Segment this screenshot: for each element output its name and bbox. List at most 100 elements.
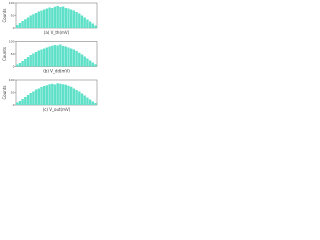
- bar: [40, 49, 43, 67]
- y-axis-label: Counts: [2, 47, 7, 61]
- bar: [91, 101, 94, 105]
- bar: [29, 93, 32, 105]
- bar: [26, 57, 30, 67]
- bar: [40, 10, 43, 28]
- bar: [75, 90, 78, 105]
- bar: [88, 60, 92, 67]
- bar: [75, 51, 78, 67]
- bar: [43, 86, 46, 105]
- bar: [16, 25, 19, 28]
- bar: [53, 45, 57, 67]
- y-tick-label: 50: [11, 91, 15, 95]
- bar: [56, 6, 59, 28]
- bar: [94, 64, 97, 67]
- y-axis-label: Counts: [2, 9, 7, 23]
- bar: [83, 56, 86, 67]
- bar: [61, 46, 65, 67]
- bar: [72, 88, 76, 105]
- bar: [78, 91, 81, 105]
- bar: [53, 84, 57, 105]
- bar: [29, 55, 32, 67]
- bar: [48, 84, 51, 105]
- bar: [32, 14, 35, 28]
- bar: [94, 25, 97, 28]
- bar: [45, 85, 49, 105]
- bar: [64, 84, 67, 105]
- x-axis-label: (c) V_out(mV): [43, 107, 71, 112]
- bar: [21, 61, 24, 67]
- bar: [64, 8, 67, 28]
- bar: [70, 48, 73, 67]
- bar: [64, 46, 67, 67]
- bar: [24, 59, 27, 67]
- bar: [24, 19, 27, 28]
- bar: [26, 17, 30, 28]
- x-axis-label: (b) V_dd(mV): [43, 69, 70, 74]
- bar: [86, 97, 89, 105]
- y-tick-label: 100: [9, 40, 15, 44]
- bar: [83, 95, 86, 105]
- bar: [91, 62, 94, 67]
- bar: [37, 11, 40, 28]
- bar: [18, 63, 22, 67]
- bar: [18, 23, 22, 28]
- x-axis-label: (a) V_th(mV): [44, 30, 70, 35]
- bar: [53, 6, 57, 28]
- bar: [80, 15, 84, 28]
- bar: [40, 87, 43, 105]
- bar: [61, 6, 65, 28]
- y-tick-label: 0: [13, 103, 15, 107]
- bar: [16, 102, 19, 105]
- bar: [37, 88, 40, 105]
- bar: [67, 47, 70, 67]
- y-tick-label: 50: [11, 14, 15, 18]
- bar: [59, 7, 62, 28]
- bar: [78, 52, 81, 67]
- y-tick-label: 100: [9, 1, 15, 5]
- bar: [21, 21, 24, 28]
- bar: [56, 83, 59, 105]
- bar: [86, 19, 89, 28]
- bar: [56, 45, 59, 67]
- bar: [80, 93, 84, 105]
- bar: [45, 8, 49, 28]
- bar: [51, 45, 54, 67]
- bar: [21, 99, 24, 105]
- bar: [88, 99, 92, 105]
- bar: [32, 53, 35, 67]
- bar: [72, 10, 76, 28]
- bar: [67, 85, 70, 105]
- bar: [26, 95, 30, 105]
- bar: [67, 8, 70, 28]
- bar: [34, 52, 38, 67]
- bar: [61, 84, 65, 105]
- y-tick-label: 50: [11, 52, 15, 56]
- bar: [34, 13, 38, 28]
- bar: [48, 46, 51, 67]
- bar: [91, 23, 94, 28]
- y-tick-label: 0: [13, 65, 15, 69]
- bar: [43, 9, 46, 28]
- bar: [94, 103, 97, 105]
- bar: [59, 83, 62, 105]
- bar: [24, 97, 27, 105]
- bar: [83, 17, 86, 28]
- bar: [51, 8, 54, 28]
- bar: [34, 89, 38, 105]
- bar: [16, 64, 19, 67]
- y-tick-label: 0: [13, 26, 15, 30]
- bar: [51, 83, 54, 105]
- bar: [78, 13, 81, 28]
- bar: [18, 101, 22, 105]
- bar: [70, 9, 73, 28]
- bar: [72, 49, 76, 67]
- bar: [75, 12, 78, 28]
- bar: [45, 47, 49, 67]
- bar: [88, 21, 92, 28]
- bar: [29, 15, 32, 28]
- y-tick-label: 100: [9, 78, 15, 82]
- bar: [86, 58, 89, 67]
- bar: [70, 86, 73, 105]
- bar: [37, 50, 40, 67]
